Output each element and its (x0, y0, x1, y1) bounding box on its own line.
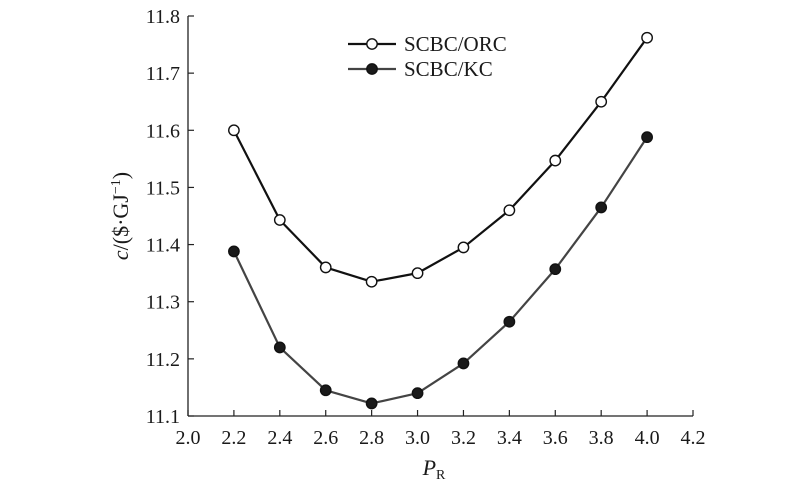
legend-label-scbc-kc: SCBC/KC (404, 57, 493, 81)
x-axis-title-subscript: R (436, 468, 446, 483)
x-tick-label: 4.0 (635, 427, 660, 449)
x-tick-label: 3.6 (543, 427, 568, 449)
y-axis-title-unit: /($·GJ (108, 194, 133, 251)
data-point-scbc-kc (273, 341, 286, 354)
data-point-scbc-kc (549, 263, 562, 276)
data-point-scbc-orc (411, 267, 424, 280)
data-point-scbc-orc (319, 261, 332, 274)
ticks: 2.0 2.2 2.4 2.6 2.8 3.0 3.2 3.4 3.6 3.8 4.0 4.2 11.1… (146, 6, 706, 449)
y-tick-label: 11.2 (146, 349, 180, 371)
data-point-scbc-kc (365, 397, 378, 410)
x-tick-label: 2.4 (267, 427, 292, 449)
y-tick-label: 11.5 (146, 177, 180, 199)
x-tick-label: 2.6 (313, 427, 338, 449)
legend-label-scbc-orc: SCBC/ORC (404, 32, 507, 56)
y-tick-label: 11.3 (146, 292, 180, 314)
y-tick-label: 11.1 (146, 406, 180, 428)
y-axis-title: c/($·GJ−1) (108, 172, 133, 260)
data-point-scbc-orc (549, 154, 562, 167)
y-tick-label: 11.6 (146, 120, 180, 142)
x-tick-label: 2.0 (176, 427, 201, 449)
x-tick-label: 4.2 (681, 427, 706, 449)
x-axis-title: PR (422, 455, 446, 483)
x-tick-label: 3.4 (497, 427, 522, 449)
y-axis-title-superscript: −1 (109, 179, 124, 194)
x-tick-label: 3.2 (451, 427, 476, 449)
data-point-scbc-kc (457, 357, 470, 370)
series-line-scbc-orc (232, 37, 648, 283)
data-point-scbc-orc (365, 275, 378, 288)
data-point-scbc-orc (595, 95, 608, 108)
legend-marker-scbc-orc (366, 38, 378, 50)
x-tick-label: 2.2 (221, 427, 246, 449)
data-point-scbc-kc (319, 384, 332, 397)
x-tick-label: 2.8 (359, 427, 384, 449)
x-tick-label: 3.0 (405, 427, 430, 449)
series-layer (228, 31, 653, 410)
y-axis-title-close: ) (108, 172, 133, 179)
series-line-scbc-kc (232, 136, 649, 405)
data-point-scbc-kc (503, 315, 516, 328)
axes (187, 16, 693, 417)
data-point-scbc-kc (595, 201, 608, 214)
data-point-scbc-kc (641, 131, 653, 144)
x-tick-label: 3.8 (589, 427, 614, 449)
legend-marker-scbc-kc (366, 63, 378, 75)
x-axis-title-main: P (422, 455, 436, 480)
data-point-scbc-orc (641, 31, 653, 44)
data-point-scbc-kc (228, 245, 240, 258)
data-point-scbc-orc (228, 124, 240, 137)
data-point-scbc-kc (411, 387, 424, 400)
data-point-scbc-orc (273, 214, 286, 226)
y-tick-label: 11.4 (146, 235, 180, 257)
y-tick-label: 11.7 (146, 63, 180, 85)
data-point-scbc-orc (457, 241, 470, 254)
y-tick-label: 11.8 (146, 6, 180, 28)
data-point-scbc-orc (503, 204, 516, 217)
y-axis-title-symbol: c (108, 250, 133, 260)
